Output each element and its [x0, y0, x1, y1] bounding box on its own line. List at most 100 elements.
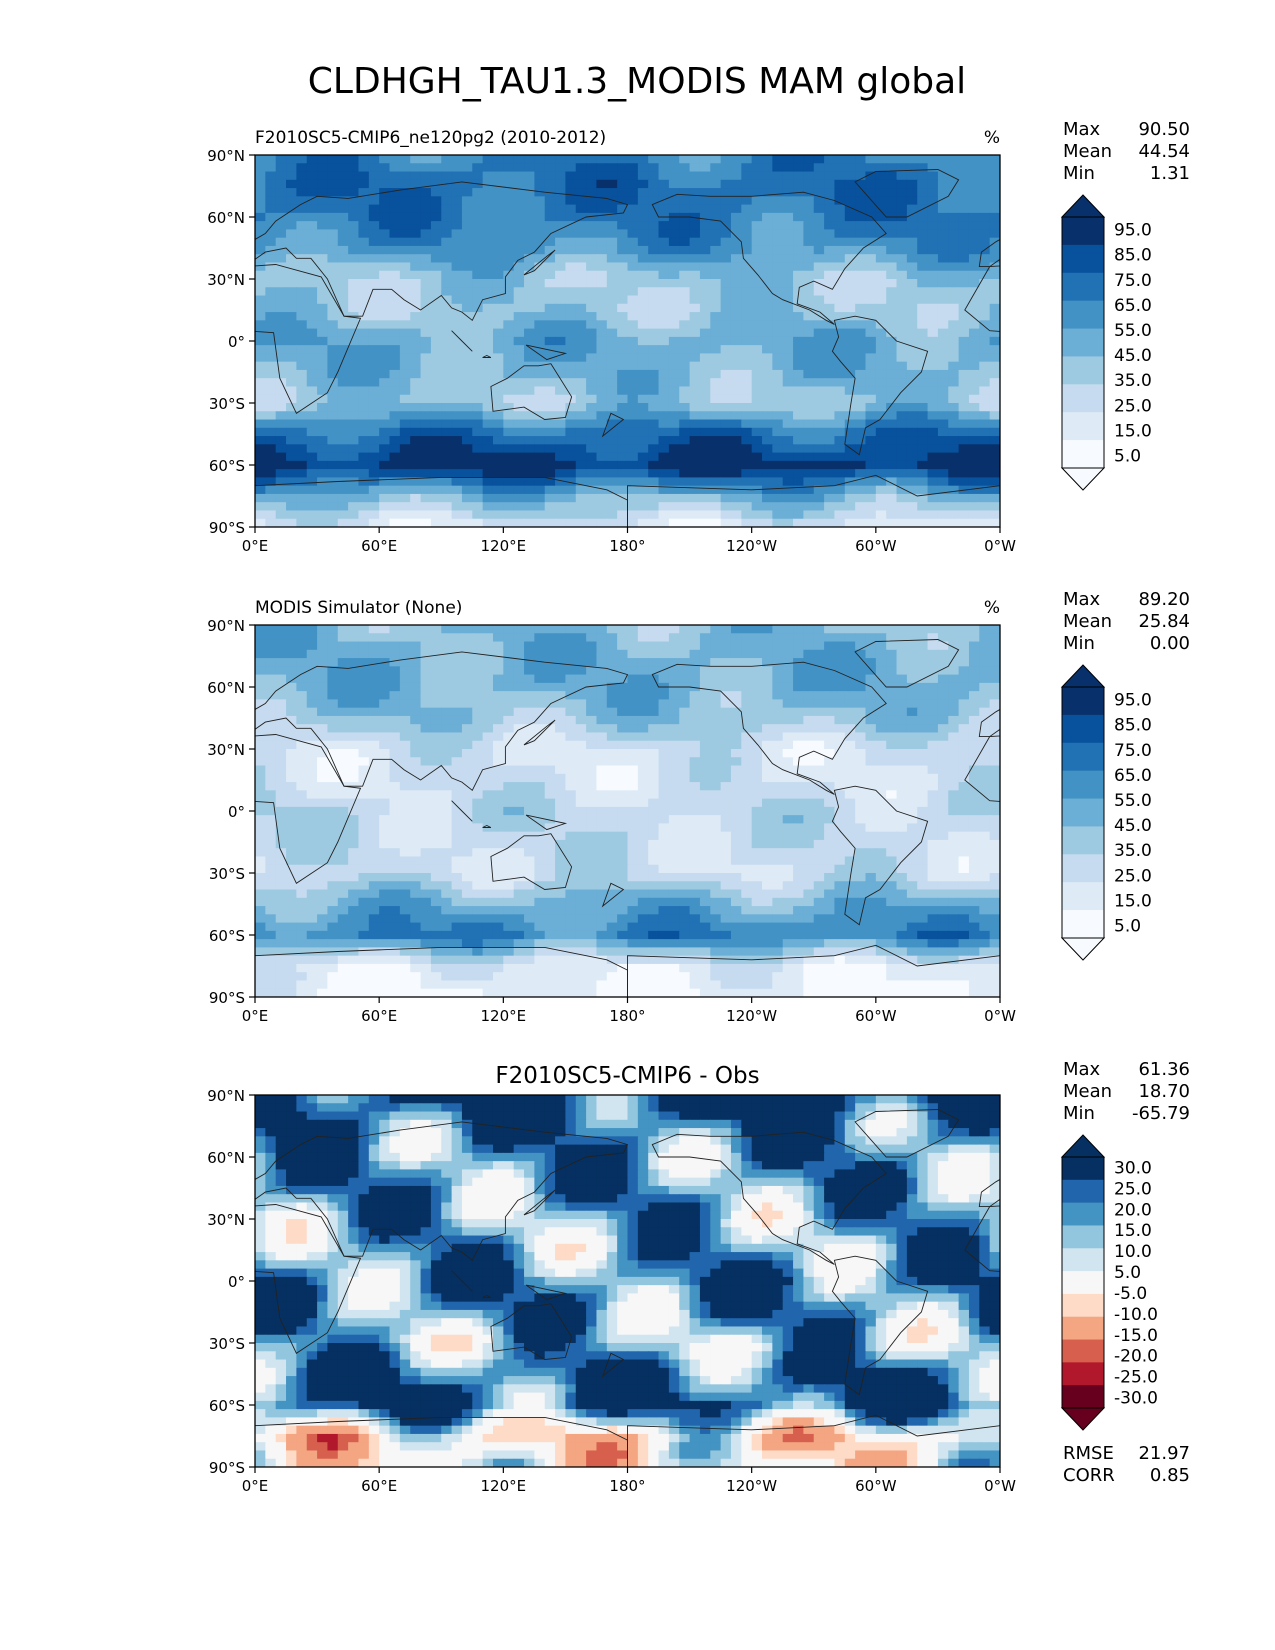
lon-tick-label: 60°W [855, 537, 897, 555]
colorbar-segment [1062, 244, 1104, 274]
colorbar-segment [1062, 826, 1104, 855]
colorbar-segment [1062, 770, 1104, 800]
colorbar-segment [1062, 1202, 1104, 1226]
colorbar-tick-label: 25.0 [1114, 1179, 1152, 1199]
lon-tick-label: 120°W [726, 537, 777, 555]
lat-tick-label: 30°S [209, 1335, 245, 1353]
colorbar-extend-max [1060, 664, 1106, 688]
colorbar-segment [1062, 882, 1104, 911]
colorbar-tick-label: 15.0 [1114, 421, 1152, 441]
colorbar-segment [1062, 328, 1104, 357]
stat-label: Max [1063, 1059, 1101, 1080]
colorbar-segment [1062, 440, 1104, 469]
lat-tick-label: 60°S [209, 1397, 245, 1415]
lat-tick-label: 90°S [209, 1459, 245, 1477]
lat-tick-label: 60°S [209, 927, 245, 945]
colorbar-frame [1061, 216, 1105, 469]
colorbar-segment [1062, 854, 1104, 883]
colorbar-extend-max [1060, 1134, 1106, 1158]
lat-tick-label: 30°N [207, 741, 245, 759]
colorbar-tick-label: -25.0 [1114, 1368, 1158, 1388]
lat-tick-label: 60°N [207, 1149, 245, 1167]
colorbar-segment [1062, 300, 1104, 330]
panel-title-center: F2010SC5-CMIP6 - Obs [495, 1063, 759, 1089]
colorbar-segment [1062, 217, 1104, 246]
lat-tick-label: 90°S [209, 989, 245, 1007]
stat-label: Mean [1063, 141, 1112, 162]
lat-tick-label: 60°N [207, 209, 245, 227]
colorbar-frame [1061, 686, 1105, 939]
colorbar-tick-label: 65.0 [1114, 766, 1152, 786]
stat-value: -65.79 [1132, 1103, 1190, 1124]
stat-label: Min [1063, 633, 1095, 654]
colorbar-tick-label: 30.0 [1114, 1158, 1152, 1178]
lon-tick-label: 60°W [855, 1477, 897, 1495]
colorbar-tick-label: 65.0 [1114, 296, 1152, 316]
stat-value: 0.00 [1150, 633, 1190, 654]
colorbar-tick-label: -15.0 [1114, 1326, 1158, 1346]
stat-label: Mean [1063, 1081, 1112, 1102]
colorbar-segment [1062, 1179, 1104, 1204]
coastlines [255, 1109, 1000, 1467]
stat-label: Mean [1063, 611, 1112, 632]
colorbar-segment [1062, 384, 1104, 413]
figure-title: CLDHGH_TAU1.3_MODIS MAM global [308, 61, 966, 102]
stat-label: Min [1063, 1103, 1095, 1124]
map-field [255, 155, 1000, 527]
colorbar: 30.025.020.015.010.05.0-5.0-10.0-15.0-20… [1060, 1134, 1158, 1431]
colorbar-segment [1062, 714, 1104, 744]
colorbar-tick-label: 5.0 [1114, 446, 1141, 466]
stat-value: 44.54 [1138, 141, 1190, 162]
colorbar-tick-label: 45.0 [1114, 816, 1152, 836]
colorbar-tick-label: 25.0 [1114, 396, 1152, 416]
colorbar-tick-label: 5.0 [1114, 916, 1141, 936]
lon-tick-label: 120°E [481, 1007, 527, 1025]
stat-value: 90.50 [1138, 119, 1190, 140]
colorbar-segment [1062, 1339, 1104, 1363]
panel-title-left: F2010SC5-CMIP6_ne120pg2 (2010-2012) [255, 128, 606, 148]
colorbar-tick-label: 55.0 [1114, 321, 1152, 341]
colorbar-extend-max [1060, 194, 1106, 218]
lon-tick-label: 60°E [361, 1477, 397, 1495]
lon-tick-label: 0°W [984, 537, 1016, 555]
lon-tick-label: 180° [609, 1477, 645, 1495]
lat-tick-label: 0° [228, 333, 245, 351]
lat-tick-label: 90°N [207, 147, 245, 165]
colorbar-segment [1062, 687, 1104, 716]
colorbar-tick-label: 25.0 [1114, 866, 1152, 886]
panel-1: F2010SC5-CMIP6_ne120pg2 (2010-2012) % 90°N… [207, 119, 1190, 555]
lon-tick-label: 60°E [361, 1007, 397, 1025]
stat-value: 61.36 [1138, 1059, 1190, 1080]
colorbar-tick-label: -10.0 [1114, 1305, 1158, 1325]
colorbar: 95.0 85.0 75.0 65.0 55.0 45.0 35.0 25.0 15.0 5.0 [1060, 194, 1152, 491]
stat-label: Max [1063, 589, 1101, 610]
colorbar-tick-label: 55.0 [1114, 791, 1152, 811]
colorbar-segment [1062, 910, 1104, 939]
colorbar-tick-label: 95.0 [1114, 691, 1152, 711]
panel-title-left: MODIS Simulator (None) [255, 598, 462, 618]
lon-tick-label: 60°E [361, 537, 397, 555]
colorbar-segment [1062, 742, 1104, 772]
colorbar-tick-label: 75.0 [1114, 271, 1152, 291]
colorbar-tick-label: 85.0 [1114, 246, 1152, 266]
colorbar-segment [1062, 1271, 1104, 1295]
colorbar-tick-label: 85.0 [1114, 716, 1152, 736]
lon-tick-label: 120°W [726, 1477, 777, 1495]
stat-value: 89.20 [1138, 589, 1190, 610]
panel-units: % [984, 598, 1000, 618]
panel-2: MODIS Simulator (None) % 90°N 60°N 30°N 0° 30°… [207, 589, 1190, 1025]
colorbar-tick-label: -20.0 [1114, 1347, 1158, 1367]
colorbar-segment [1062, 1362, 1104, 1386]
stat-label: Min [1063, 163, 1095, 184]
panel-3: F2010SC5-CMIP6 - Obs 90°N 60°N 30°N 0° 30°S 60… [207, 1059, 1190, 1495]
colorbar-segment [1062, 1157, 1104, 1181]
lon-tick-label: 0°E [242, 1477, 269, 1495]
lon-tick-label: 180° [609, 537, 645, 555]
colorbar-segment [1062, 1248, 1104, 1272]
map-field [255, 1095, 1000, 1467]
lon-tick-label: 0°W [984, 1007, 1016, 1025]
lat-tick-label: 30°N [207, 271, 245, 289]
stat-label: Max [1063, 119, 1101, 140]
colorbar-segment [1062, 412, 1104, 441]
